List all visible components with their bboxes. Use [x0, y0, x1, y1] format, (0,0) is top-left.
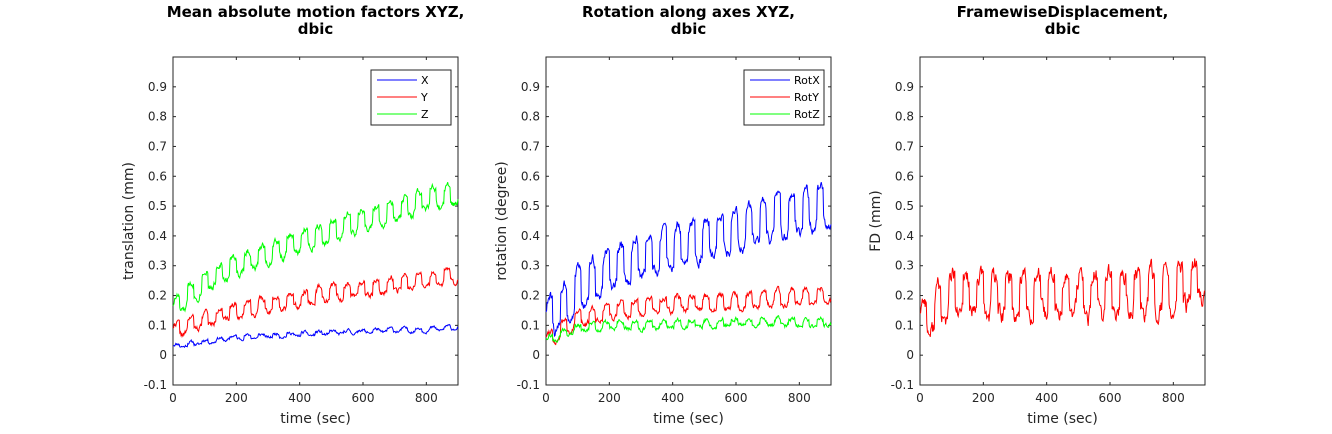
y-tick-label: 0.7 [895, 139, 914, 153]
x-axis-label: time (sec) [1027, 411, 1098, 427]
y-tick-label: 0.7 [148, 139, 167, 153]
y-tick-label: 0.5 [521, 199, 540, 213]
y-tick-label: -0.1 [517, 378, 540, 392]
y-tick-label: 0.4 [148, 229, 167, 243]
x-tick-label: 800 [1162, 391, 1185, 405]
chart-1: Rotation along axes XYZ,dbic 0 200 400 600 80… [494, 3, 832, 427]
series-line-Y [172, 267, 459, 338]
x-tick-label: 600 [1099, 391, 1122, 405]
x-tick-label: 600 [352, 391, 375, 405]
legend-entry-label: Y [420, 91, 428, 104]
legend-entry-label: RotZ [794, 108, 820, 121]
x-tick-label: 800 [788, 391, 811, 405]
chart-title: FramewiseDisplacement, [957, 3, 1169, 21]
legend: XYZ [370, 69, 452, 126]
y-tick-label: 0.3 [521, 259, 540, 273]
y-tick-label: 0.6 [148, 169, 167, 183]
series-line-X [173, 323, 459, 349]
x-tick-label: 400 [288, 391, 311, 405]
legend-entry-label: Z [421, 108, 429, 121]
series-line-RotY [545, 285, 832, 346]
x-tick-label: 200 [598, 391, 621, 405]
y-tick-label: 0.5 [148, 199, 167, 213]
y-tick-label: 0.9 [895, 80, 914, 94]
y-axis-label: FD (mm) [868, 190, 884, 251]
chart-title: Rotation along axes XYZ, [582, 3, 795, 21]
series-line-0 [919, 258, 1206, 337]
chart-title: dbic [671, 20, 707, 38]
y-tick-label: 0.8 [148, 110, 167, 124]
x-tick-label: 200 [225, 391, 248, 405]
y-tick-label: 0 [159, 348, 167, 362]
y-tick-label: 0.8 [521, 110, 540, 124]
y-tick-label: 0.2 [521, 289, 540, 303]
y-tick-label: 0.6 [895, 169, 914, 183]
chart-title: dbic [1045, 20, 1081, 38]
x-tick-label: 200 [972, 391, 995, 405]
series-line-RotZ [545, 315, 832, 343]
y-axis-label: rotation (degree) [494, 161, 510, 280]
x-tick-label: 400 [661, 391, 684, 405]
x-tick-label: 0 [542, 391, 550, 405]
y-axis-label: translation (mm) [121, 162, 137, 280]
y-tick-label: 0.1 [148, 318, 167, 332]
series-line-RotX [545, 182, 832, 338]
y-tick-label: 0.4 [521, 229, 540, 243]
y-tick-label: 0.9 [148, 80, 167, 94]
series-line-Z [172, 182, 459, 313]
legend: RotX RotY RotZ [743, 69, 825, 126]
y-tick-label: 0.5 [895, 199, 914, 213]
x-axis-label: time (sec) [653, 411, 724, 427]
x-axis-label: time (sec) [280, 411, 351, 427]
x-tick-label: 800 [415, 391, 438, 405]
legend-entry-label: RotX [794, 74, 820, 87]
y-tick-label: 0.2 [148, 289, 167, 303]
y-tick-label: 0.7 [521, 139, 540, 153]
y-tick-label: 0.9 [521, 80, 540, 94]
y-tick-label: 0.3 [895, 259, 914, 273]
legend-entry-label: RotY [794, 91, 819, 104]
x-tick-label: 0 [169, 391, 177, 405]
y-tick-label: 0.6 [521, 169, 540, 183]
x-tick-label: 600 [725, 391, 748, 405]
chart-0: Mean absolute motion factors XYZ,dbic 0 20… [121, 3, 464, 427]
y-tick-label: 0 [532, 348, 540, 362]
plot-area [919, 56, 1206, 386]
y-tick-label: 0 [906, 348, 914, 362]
y-tick-label: -0.1 [891, 378, 914, 392]
chart-title: Mean absolute motion factors XYZ, [167, 3, 465, 21]
chart-title: dbic [298, 20, 334, 38]
y-tick-label: 0.3 [148, 259, 167, 273]
y-tick-label: 0.8 [895, 110, 914, 124]
y-tick-label: -0.1 [144, 378, 167, 392]
x-tick-label: 400 [1035, 391, 1058, 405]
y-tick-label: 0.2 [895, 289, 914, 303]
x-tick-label: 0 [916, 391, 924, 405]
legend-entry-label: X [421, 74, 429, 87]
y-tick-label: 0.1 [895, 318, 914, 332]
chart-2: FramewiseDisplacement,dbic 0 200 400 600 800 -… [868, 3, 1206, 427]
plot-area [545, 56, 832, 386]
y-tick-label: 0.1 [521, 318, 540, 332]
y-tick-label: 0.4 [895, 229, 914, 243]
